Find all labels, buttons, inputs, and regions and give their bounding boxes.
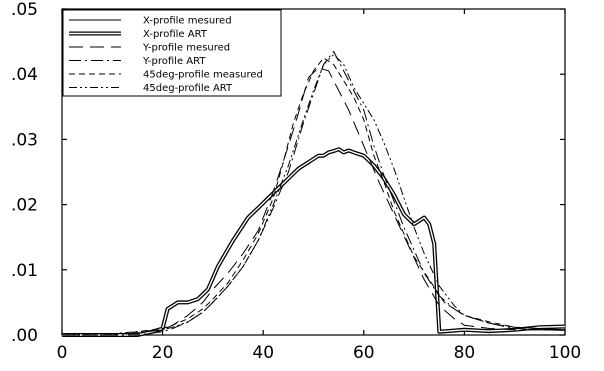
series-line-1	[62, 148, 566, 336]
series-line-4	[62, 50, 565, 336]
series-line-3	[62, 67, 565, 336]
legend-label-6: 45deg-profile ART	[143, 83, 233, 94]
x-tick-label: 40	[252, 343, 274, 363]
y-tick-label: .03	[11, 130, 38, 150]
x-tick-label: 60	[353, 343, 375, 363]
x-tick-label: 80	[454, 343, 476, 363]
legend: X-profile mesured X-profile ART Y-profile …	[62, 9, 282, 97]
y-tick-label: .00	[11, 326, 38, 346]
y-tick-label: .02	[11, 196, 38, 216]
series-line-2-inner	[62, 148, 566, 336]
legend-label-3: Y-profile mesured	[142, 43, 230, 54]
plot-frame	[61, 8, 566, 336]
series-line-2	[62, 147, 566, 337]
series-line-6	[61, 54, 566, 336]
legend-label-1: X-profile mesured	[143, 16, 232, 27]
legend-box	[62, 9, 282, 97]
y-tick-label: .05	[11, 0, 38, 20]
series-line-5	[62, 57, 566, 336]
legend-label-2: X-profile ART	[143, 29, 208, 40]
y-tick-label: .01	[11, 261, 38, 281]
x-tick-label: 100	[549, 343, 581, 363]
x-tick-label: 20	[152, 343, 174, 363]
x-tick-label: 0	[57, 343, 68, 363]
legend-label-5: 45deg-profile measured	[143, 70, 263, 81]
legend-label-4: Y-profile ART	[142, 56, 206, 67]
y-tick-label: .04	[11, 65, 38, 85]
series-lines	[61, 50, 566, 337]
